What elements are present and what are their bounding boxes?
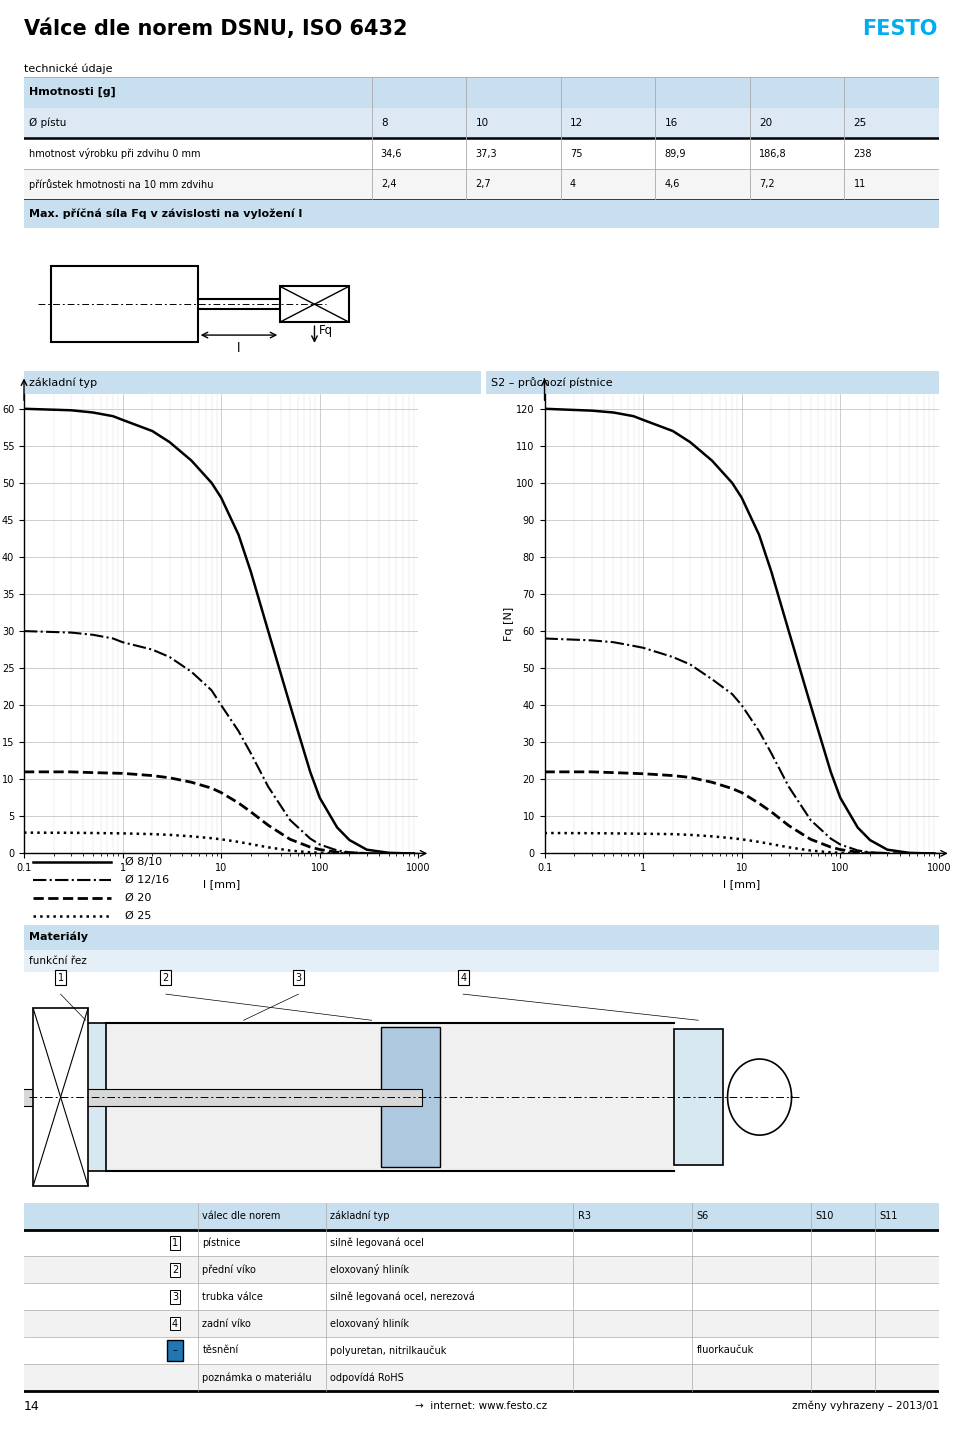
Text: 11: 11 — [853, 179, 866, 189]
Bar — [24, 1230, 939, 1257]
Text: válec dle norem: válec dle norem — [203, 1211, 280, 1221]
Text: technické údaje: technické údaje — [24, 63, 112, 75]
Text: 10: 10 — [475, 118, 489, 128]
Bar — [381, 1027, 441, 1167]
Bar — [107, 1023, 674, 1171]
Text: 4,6: 4,6 — [664, 179, 680, 189]
Text: Materiály: Materiály — [29, 931, 87, 943]
Bar — [24, 950, 939, 971]
Text: 3: 3 — [172, 1292, 178, 1302]
Text: Max. příčná síla Fq v závislosti na vyložení l: Max. příčná síla Fq v závislosti na vylo… — [29, 210, 301, 220]
Bar — [24, 1203, 939, 1230]
Text: poznámka o materiálu: poznámka o materiálu — [203, 1372, 312, 1382]
Bar — [24, 169, 939, 199]
Text: 20: 20 — [759, 118, 772, 128]
Text: odpovídá RoHS: odpovídá RoHS — [330, 1372, 404, 1382]
Bar — [674, 1029, 723, 1165]
Text: Hmotnosti [g]: Hmotnosti [g] — [29, 88, 115, 98]
Text: 3: 3 — [296, 973, 301, 983]
Text: 37,3: 37,3 — [475, 149, 497, 159]
Bar — [24, 1310, 939, 1337]
Text: →  internet: www.festo.cz: → internet: www.festo.cz — [416, 1401, 547, 1411]
Text: S10: S10 — [815, 1211, 833, 1221]
Text: R3: R3 — [578, 1211, 590, 1221]
Bar — [24, 138, 939, 169]
Text: 4: 4 — [172, 1319, 178, 1329]
Text: polyuretan, nitrilkaučuk: polyuretan, nitrilkaučuk — [330, 1345, 446, 1356]
Text: 186,8: 186,8 — [759, 149, 786, 159]
Text: S2 – průchozí pístnice: S2 – průchozí pístnice — [491, 377, 612, 387]
Text: 1: 1 — [172, 1238, 178, 1248]
Text: eloxovaný hliník: eloxovaný hliník — [330, 1319, 410, 1329]
Text: 89,9: 89,9 — [664, 149, 685, 159]
Text: 1: 1 — [58, 973, 63, 983]
Text: 2,4: 2,4 — [381, 179, 396, 189]
Text: zadní víko: zadní víko — [203, 1319, 252, 1329]
Text: 16: 16 — [664, 118, 678, 128]
Text: 25: 25 — [853, 118, 867, 128]
Bar — [34, 1009, 88, 1185]
Text: Fq: Fq — [319, 324, 333, 337]
Text: Ø 25: Ø 25 — [125, 911, 151, 921]
Text: l: l — [237, 342, 241, 354]
Text: trubka válce: trubka válce — [203, 1292, 263, 1302]
Text: základní typ: základní typ — [29, 377, 97, 387]
Text: Ø 12/16: Ø 12/16 — [125, 875, 169, 885]
Text: 34,6: 34,6 — [381, 149, 402, 159]
Text: 7,2: 7,2 — [759, 179, 775, 189]
Text: S11: S11 — [879, 1211, 898, 1221]
Text: přední víko: přední víko — [203, 1264, 256, 1276]
Bar — [24, 77, 939, 108]
Y-axis label: Fq [N]: Fq [N] — [504, 607, 514, 641]
Bar — [486, 370, 939, 395]
Text: 8: 8 — [381, 118, 388, 128]
Text: 238: 238 — [853, 149, 872, 159]
Text: –: – — [173, 1346, 178, 1356]
Bar — [65, 1023, 107, 1171]
Text: funkční řez: funkční řez — [29, 956, 86, 966]
Text: S6: S6 — [696, 1211, 708, 1221]
Bar — [24, 108, 939, 138]
Text: 14: 14 — [24, 1399, 39, 1412]
Bar — [24, 1337, 939, 1363]
Text: změny vyhrazeny – 2013/01: změny vyhrazeny – 2013/01 — [792, 1401, 939, 1412]
Text: FESTO: FESTO — [863, 19, 938, 39]
Text: 4: 4 — [570, 179, 576, 189]
Bar — [0, 1089, 422, 1105]
Bar — [24, 370, 481, 395]
Bar — [24, 924, 939, 950]
Text: 75: 75 — [570, 149, 583, 159]
Text: silně legovaná ocel, nerezová: silně legovaná ocel, nerezová — [330, 1292, 475, 1302]
Text: pístnice: pístnice — [203, 1238, 241, 1248]
Text: silně legovaná ocel: silně legovaná ocel — [330, 1238, 424, 1248]
Bar — [24, 1363, 939, 1391]
Text: 2: 2 — [162, 973, 169, 983]
Text: 2,7: 2,7 — [475, 179, 491, 189]
Bar — [24, 1257, 939, 1283]
Bar — [24, 1283, 939, 1310]
Text: Válce dle norem DSNU, ISO 6432: Válce dle norem DSNU, ISO 6432 — [24, 19, 407, 39]
X-axis label: l [mm]: l [mm] — [203, 878, 240, 888]
Text: hmotnost výrobku při zdvihu 0 mm: hmotnost výrobku při zdvihu 0 mm — [29, 148, 200, 159]
Text: eloxovaný hliník: eloxovaný hliník — [330, 1264, 410, 1276]
Text: 12: 12 — [570, 118, 583, 128]
Text: těsnění: těsnění — [203, 1346, 239, 1356]
Text: Ø 8/10: Ø 8/10 — [125, 857, 162, 867]
Text: Ø pístu: Ø pístu — [29, 118, 66, 128]
Text: Ø 20: Ø 20 — [125, 893, 151, 903]
Text: základní typ: základní typ — [330, 1211, 390, 1221]
X-axis label: l [mm]: l [mm] — [723, 878, 760, 888]
Bar — [280, 287, 348, 321]
Text: 4: 4 — [460, 973, 467, 983]
Text: fluorkaučuk: fluorkaučuk — [696, 1346, 754, 1356]
Text: přírůstek hmotnosti na 10 mm zdvihu: přírůstek hmotnosti na 10 mm zdvihu — [29, 179, 213, 189]
Text: 2: 2 — [172, 1264, 179, 1274]
Bar — [52, 267, 198, 342]
